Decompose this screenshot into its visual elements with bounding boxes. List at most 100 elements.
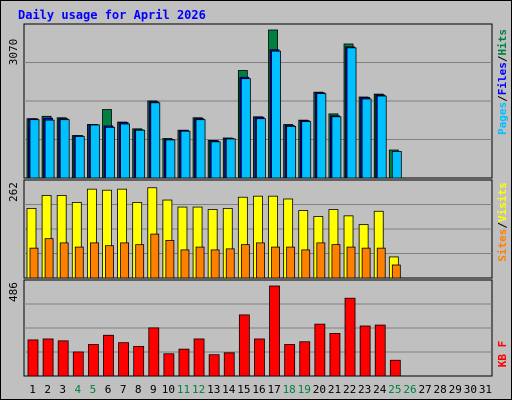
x-tick-label: 31 [479,383,492,396]
x-tick-label: 23 [358,383,371,396]
x-axis-labels: 1 2 3 4 5 6 7 8 9 10 11 12 13 14 15 16 17 18 19 20 21 22 23 24 2… [29,383,492,396]
x-tick-label: 12 [192,383,205,396]
legend-visits: Visits [496,182,509,222]
pages-bar [135,129,146,179]
sites-bar [210,249,220,279]
kbytes-bar [374,324,386,377]
x-tick-label: 29 [449,383,462,396]
x-tick-label: 10 [162,383,175,396]
x-tick-label: 20 [313,383,326,396]
pages-bar [316,93,327,179]
pages-bar [44,119,55,179]
sites-bar [316,242,326,279]
x-tick-label: 9 [150,383,157,396]
sites-bar [150,233,160,279]
x-tick-label: 4 [75,383,82,396]
kbytes-bar [87,344,99,377]
pages-bar [29,119,40,179]
x-tick-label: 1 [29,383,36,396]
sites-bar [89,242,99,279]
sites-bar [165,240,175,279]
pages-bar [240,78,251,179]
kbytes-bar [314,323,326,377]
kbytes-bar [133,345,145,377]
pages-bar [331,116,342,179]
x-tick-label: 18 [283,383,296,396]
pages-bar [150,102,161,179]
pages-bar [59,119,70,179]
middle-panel-legend: Sites/Visits [496,182,509,262]
sites-bar [135,244,145,279]
x-tick-label: 3 [59,383,66,396]
bars [26,29,402,377]
chart-title: Daily usage for April 2026 [18,8,206,22]
x-tick-label: 2 [44,383,51,396]
sites-bar [44,238,54,279]
top-panel-max-label: 3070 [7,39,20,66]
kbytes-bar [42,338,54,377]
bottom-panel-max-label: 486 [7,282,20,302]
x-tick-label: 8 [135,383,142,396]
sites-bar [225,248,235,279]
kbytes-bar [344,297,356,377]
x-tick-label: 5 [90,383,97,396]
kbytes-bar [284,344,296,377]
legend-hits: Hits [496,29,509,56]
kbytes-bar [389,359,401,377]
pages-bar [225,138,236,179]
pages-bar [195,119,206,179]
sites-bar [29,247,39,279]
x-tick-label: 7 [120,383,127,396]
legend-files: Files [496,62,509,95]
kbytes-bar [193,338,205,377]
sites-bar [346,246,356,279]
sites-bar [59,242,69,279]
top-panel-legend: Pages/Files/Hits [496,29,509,135]
x-tick-label: 25 [388,383,401,396]
kbytes-bar [103,334,114,377]
pages-bar [391,151,402,179]
x-tick-label: 6 [105,383,112,396]
kbytes-bar [57,340,69,377]
sites-bar [120,242,129,279]
kbytes-bar [299,341,311,377]
pages-bar [271,50,281,179]
sites-bar [391,264,401,279]
x-tick-label: 16 [252,383,265,396]
sites-bar [240,244,250,279]
pages-bar [210,141,221,179]
sites-bar [376,247,386,279]
pages-bar [346,47,357,179]
x-tick-label: 22 [343,383,356,396]
pages-bar [376,95,387,179]
kbytes-bar [359,325,371,377]
x-tick-label: 19 [298,383,311,396]
kbytes-bar [27,339,39,377]
x-tick-label: 11 [177,383,190,396]
pages-bar [180,130,191,179]
legend-pages: Pages [496,102,509,135]
legend-sites: Sites [496,229,509,262]
sites-bar [105,245,114,279]
kbytes-bar [208,354,220,377]
pages-bar [361,98,372,179]
sites-bar [195,246,205,279]
kbytes-bar [148,327,160,377]
kbytes-bar [223,352,235,377]
legend-sep: / [496,95,509,102]
legend-sep: / [496,222,509,229]
kbytes-bar [118,342,129,377]
x-tick-label: 24 [373,383,387,396]
sites-bar [256,242,265,279]
x-tick-label: 30 [464,383,477,396]
pages-bar [256,118,266,179]
sites-bar [301,249,311,279]
pages-bar [74,136,85,179]
kbytes-bar [269,285,280,377]
pages-bar [89,124,100,179]
sites-bar [331,244,341,279]
pages-bar [105,126,115,179]
kbytes-bar [72,351,84,377]
pages-bar [165,139,176,179]
